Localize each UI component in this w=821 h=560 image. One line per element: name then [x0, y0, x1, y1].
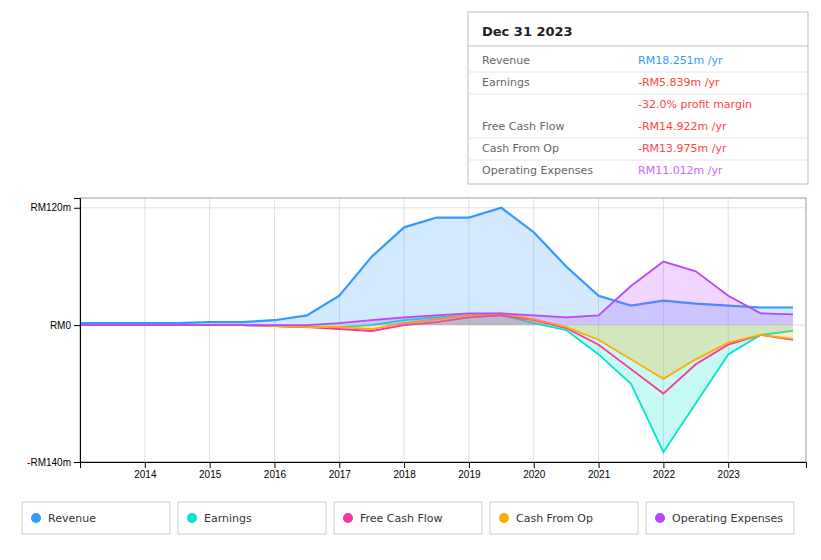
x-tick-label: 2020	[523, 469, 546, 480]
x-tick: 2016	[264, 462, 287, 480]
marks	[80, 208, 793, 452]
legend-label: Operating Expenses	[672, 512, 783, 525]
info-label: Operating Expenses	[482, 164, 593, 177]
x-tick-label: 2019	[458, 469, 481, 480]
x-tick: 2020	[523, 462, 546, 480]
x-tick-mark	[728, 462, 729, 468]
legend-box	[646, 502, 794, 534]
info-box: Dec 31 2023 Revenue RM18.251m /yr Earnings -…	[468, 12, 808, 184]
legend-item: Free Cash Flow	[334, 502, 482, 534]
y-axis: -RM140m RM0 RM120m	[27, 199, 80, 468]
legend-swatch	[499, 513, 509, 523]
info-label: Earnings	[482, 76, 530, 89]
y-tick-mark	[74, 325, 80, 326]
info-divider	[468, 46, 808, 47]
x-tick-mark	[274, 462, 275, 468]
info-value: -32.0% profit margin	[638, 98, 752, 111]
info-divider	[468, 138, 808, 139]
series-line	[80, 262, 793, 326]
y-tick-label: RM120m	[30, 202, 71, 213]
legend-swatch	[343, 513, 353, 523]
x-axis-line	[81, 463, 807, 469]
y-axis-line	[74, 199, 81, 463]
y-tick-label: -RM140m	[27, 457, 71, 468]
grid	[80, 198, 806, 462]
legend-label: Earnings	[204, 512, 252, 525]
legend-label: Cash From Op	[516, 512, 593, 525]
plot-frame	[80, 198, 806, 462]
grid-line-x	[144, 198, 145, 462]
legend-swatch	[31, 513, 41, 523]
info-divider	[468, 72, 808, 73]
x-tick-label: 2017	[329, 469, 352, 480]
info-divider	[468, 160, 808, 161]
legend-item: Cash From Op	[490, 502, 638, 534]
x-tick-label: 2014	[134, 469, 157, 480]
info-value: -RM13.975m /yr	[638, 142, 727, 155]
x-tick: 2019	[458, 462, 481, 480]
x-tick-label: 2022	[653, 469, 676, 480]
x-tick-label: 2016	[264, 469, 287, 480]
x-tick-mark	[599, 462, 600, 468]
y-tick: -RM140m	[27, 457, 80, 468]
info-divider	[468, 94, 808, 95]
grid-line-x	[209, 198, 210, 462]
legend-item: Earnings	[178, 502, 326, 534]
y-tick-label: RM0	[50, 320, 72, 331]
info-value: RM18.251m /yr	[638, 54, 723, 67]
x-tick-label: 2018	[393, 469, 416, 480]
x-tick: 2014	[134, 462, 157, 480]
legend-box	[490, 502, 638, 534]
info-value: -RM5.839m /yr	[638, 76, 720, 89]
x-tick: 2023	[718, 462, 741, 480]
title: Dec 31 2023	[482, 24, 573, 39]
series-area	[80, 208, 793, 325]
x-tick: 2015	[199, 462, 222, 480]
info-value: -RM14.922m /yr	[638, 120, 727, 133]
chart: 2014 2015 2016 2017 2018 2019 2020 2021 2022 2023…	[0, 0, 821, 560]
grid-line-x	[274, 198, 275, 462]
x-tick-mark	[663, 462, 664, 468]
x-tick: 2022	[653, 462, 676, 480]
x-tick: 2021	[588, 462, 611, 480]
x-tick-mark	[210, 462, 211, 468]
x-tick-mark	[145, 462, 146, 468]
legend-label: Free Cash Flow	[360, 512, 443, 525]
y-tick-mark	[74, 462, 80, 463]
legend-swatch	[187, 513, 197, 523]
x-tick: 2018	[393, 462, 416, 480]
y-tick-mark	[74, 208, 80, 209]
grid-line-y	[80, 207, 806, 208]
legend-label: Revenue	[48, 512, 96, 525]
x-tick-label: 2023	[718, 469, 741, 480]
series-area	[80, 262, 793, 326]
legend: Revenue Earnings Free Cash Flow Cash From O…	[22, 502, 794, 534]
legend-item: Operating Expenses	[646, 502, 794, 534]
x-tick-mark	[339, 462, 340, 468]
y-tick: RM120m	[30, 202, 80, 213]
info-label: Revenue	[482, 54, 530, 67]
legend-swatch	[655, 513, 665, 523]
x-tick-mark	[534, 462, 535, 468]
x-tick-mark	[404, 462, 405, 468]
x-tick-label: 2015	[199, 469, 222, 480]
x-tick: 2017	[329, 462, 352, 480]
grid-line-x	[339, 198, 340, 462]
x-axis: 2014 2015 2016 2017 2018 2019 2020 2021 2022 2023	[81, 462, 807, 480]
x-tick-label: 2021	[588, 469, 611, 480]
info-box-frame	[468, 12, 808, 184]
legend-box	[178, 502, 326, 534]
y-tick: RM0	[50, 320, 80, 331]
legend-box	[22, 502, 170, 534]
legend-item: Revenue	[22, 502, 170, 534]
info-label: Cash From Op	[482, 142, 559, 155]
info-label: Free Cash Flow	[482, 120, 565, 133]
x-tick-mark	[469, 462, 470, 468]
legend-box	[334, 502, 482, 534]
info-value: RM11.012m /yr	[638, 164, 723, 177]
